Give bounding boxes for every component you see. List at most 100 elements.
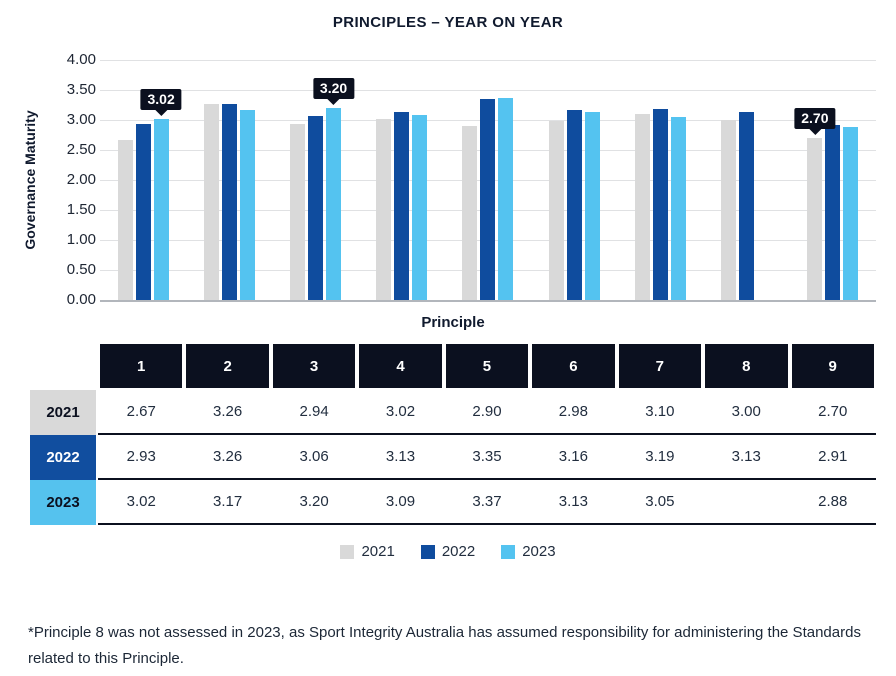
y-axis-ticks: 4.00 3.50 3.00 2.50 2.00 1.50 1.00 0.50 0.00 <box>0 51 96 308</box>
legend-label: 2022 <box>441 543 476 560</box>
table-header-cell-4: 4 <box>359 344 442 388</box>
table-header-cell-9: 9 <box>791 344 874 388</box>
x-axis-label: Principle <box>421 314 485 331</box>
bar-2022-principle-4 <box>394 112 410 300</box>
bar-2023-principle-4 <box>412 114 428 300</box>
bar-group-principle-8 <box>704 60 790 300</box>
bar-2022-principle-9 <box>825 125 841 300</box>
bar-2021-principle-1 <box>117 139 133 300</box>
bar-group-principle-5 <box>445 60 531 300</box>
table-header-cell-5: 5 <box>445 344 529 388</box>
bar-2023-principle-9 <box>843 127 859 300</box>
table-cell-2023-principle-1: 3.02 <box>126 493 156 510</box>
chart-title: PRINCIPLES – YEAR ON YEAR <box>332 14 564 31</box>
table-cell-2023-principle-4: 3.09 <box>385 493 416 510</box>
table-cell-2023-principle-5: 3.37 <box>472 493 502 510</box>
bar-2022-principle-7 <box>652 108 668 300</box>
table-row-2022: 2022 2.93 3.26 3.06 3.13 3.35 3.16 3.19 3.13 2.91 <box>30 435 876 480</box>
legend-swatch-2022 <box>420 544 435 559</box>
bar-group-principle-1 <box>100 60 186 300</box>
bar-groups <box>100 60 876 300</box>
bar-group-principle-9 <box>790 60 876 300</box>
table-cell-2023-principle-9: 2.88 <box>818 493 848 510</box>
y-tick-label: 1.00 <box>66 231 96 248</box>
table-corner-cell <box>30 344 96 388</box>
legend-swatch-2023 <box>501 544 516 559</box>
table-cell-2021-principle-9: 2.70 <box>818 403 848 420</box>
legend-swatch-2021 <box>340 544 355 559</box>
plot-area: 3.02 3.20 2.70 <box>100 60 876 302</box>
table-cell-2021-principle-8: 3.00 <box>731 403 761 420</box>
table-header-cell-3: 3 <box>272 344 356 388</box>
bar-2023-principle-1 <box>153 118 169 300</box>
table-cell-2022-principle-3: 3.06 <box>299 448 329 465</box>
bar-2021-principle-6 <box>548 121 564 300</box>
callout-label: 3.02 <box>140 88 182 110</box>
bar-2022-principle-5 <box>480 99 496 300</box>
bar-group-principle-2 <box>186 60 272 300</box>
table-cell-2022-principle-6: 3.16 <box>558 448 588 465</box>
bar-group-principle-6 <box>531 60 617 300</box>
table-body: 2021 2.67 3.26 2.94 3.02 2.90 2.98 3.10 3.00 2.70… <box>30 390 876 525</box>
bar-2022-principle-3 <box>308 116 324 300</box>
row-label-2023: 2023 <box>30 480 96 525</box>
y-tick-label: 2.00 <box>66 171 96 188</box>
legend: 2021 2022 2023 <box>0 543 896 560</box>
gridline <box>100 90 876 91</box>
bar-2021-principle-5 <box>462 126 478 300</box>
table-header-cell-8: 8 <box>705 344 788 388</box>
y-tick-label: 3.00 <box>66 111 96 128</box>
y-tick-label: 1.50 <box>66 201 96 218</box>
table-cell-2022-principle-7: 3.19 <box>645 448 675 465</box>
bar-2022-principle-1 <box>135 124 151 300</box>
table-row-2021: 2021 2.67 3.26 2.94 3.02 2.90 2.98 3.10 3.00 2.70 <box>30 390 876 435</box>
table-cell-2023-principle-7: 3.05 <box>645 493 675 510</box>
table-row-2023: 2023 3.02 3.17 3.20 3.09 3.37 3.13 3.05 2.88 <box>30 480 876 525</box>
row-values: 2.67 3.26 2.94 3.02 2.90 2.98 3.10 3.00 2.70 <box>98 390 876 435</box>
table-cell-2022-principle-1: 2.93 <box>126 448 156 465</box>
row-label-2022: 2022 <box>30 435 96 480</box>
bar-group-principle-4 <box>359 60 445 300</box>
table-cell-2021-principle-5: 2.90 <box>472 403 502 420</box>
y-tick-label: 3.50 <box>66 81 96 98</box>
legend-item-2021: 2021 <box>340 543 395 560</box>
table-cell-2023-principle-2: 3.17 <box>213 493 243 510</box>
callout-label: 2.70 <box>794 108 836 129</box>
legend-label: 2023 <box>522 543 556 560</box>
y-tick-label: 2.50 <box>66 141 96 158</box>
table-header-cell-2: 2 <box>186 344 269 388</box>
table-header-cell-6: 6 <box>532 344 615 388</box>
table-cell-2021-principle-6: 2.98 <box>558 403 588 420</box>
bar-2021-principle-8 <box>721 120 737 300</box>
table-cell-2021-principle-1: 2.67 <box>126 403 156 420</box>
table-cell-2021-principle-4: 3.02 <box>385 403 416 420</box>
bar-2022-principle-6 <box>566 110 582 300</box>
table-cell-2022-principle-4: 3.13 <box>385 448 416 465</box>
bar-group-principle-3 <box>272 60 358 300</box>
legend-label: 2021 <box>361 543 395 560</box>
bar-2021-principle-4 <box>376 118 392 300</box>
bar-2021-principle-2 <box>203 104 219 300</box>
bar-group-principle-7 <box>617 60 703 300</box>
bar-2023-principle-2 <box>239 109 255 300</box>
footnote: *Principle 8 was not assessed in 2023, a… <box>28 624 861 667</box>
callout-label: 3.20 <box>312 78 355 99</box>
table-cell-2022-principle-9: 2.91 <box>818 448 848 465</box>
table-cell-2021-principle-3: 2.94 <box>299 403 329 420</box>
table-cell-2023-principle-8 <box>703 480 789 523</box>
table-cell-2023-principle-3: 3.20 <box>299 493 329 510</box>
gridline <box>100 60 876 61</box>
bar-2022-principle-8 <box>739 112 755 300</box>
bar-2021-principle-3 <box>290 123 306 300</box>
table-cell-2022-principle-8: 3.13 <box>731 448 761 465</box>
table-header-cell-1: 1 <box>100 344 183 388</box>
row-values: 3.02 3.17 3.20 3.09 3.37 3.13 3.05 2.88 <box>98 480 876 525</box>
table-cell-2023-principle-6: 3.13 <box>558 493 588 510</box>
table-cell-2021-principle-7: 3.10 <box>645 403 675 420</box>
table-cell-2021-principle-2: 3.26 <box>213 403 243 420</box>
legend-item-2023: 2023 <box>501 543 556 560</box>
table-cell-2022-principle-2: 3.26 <box>213 448 243 465</box>
legend-item-2022: 2022 <box>420 543 476 560</box>
